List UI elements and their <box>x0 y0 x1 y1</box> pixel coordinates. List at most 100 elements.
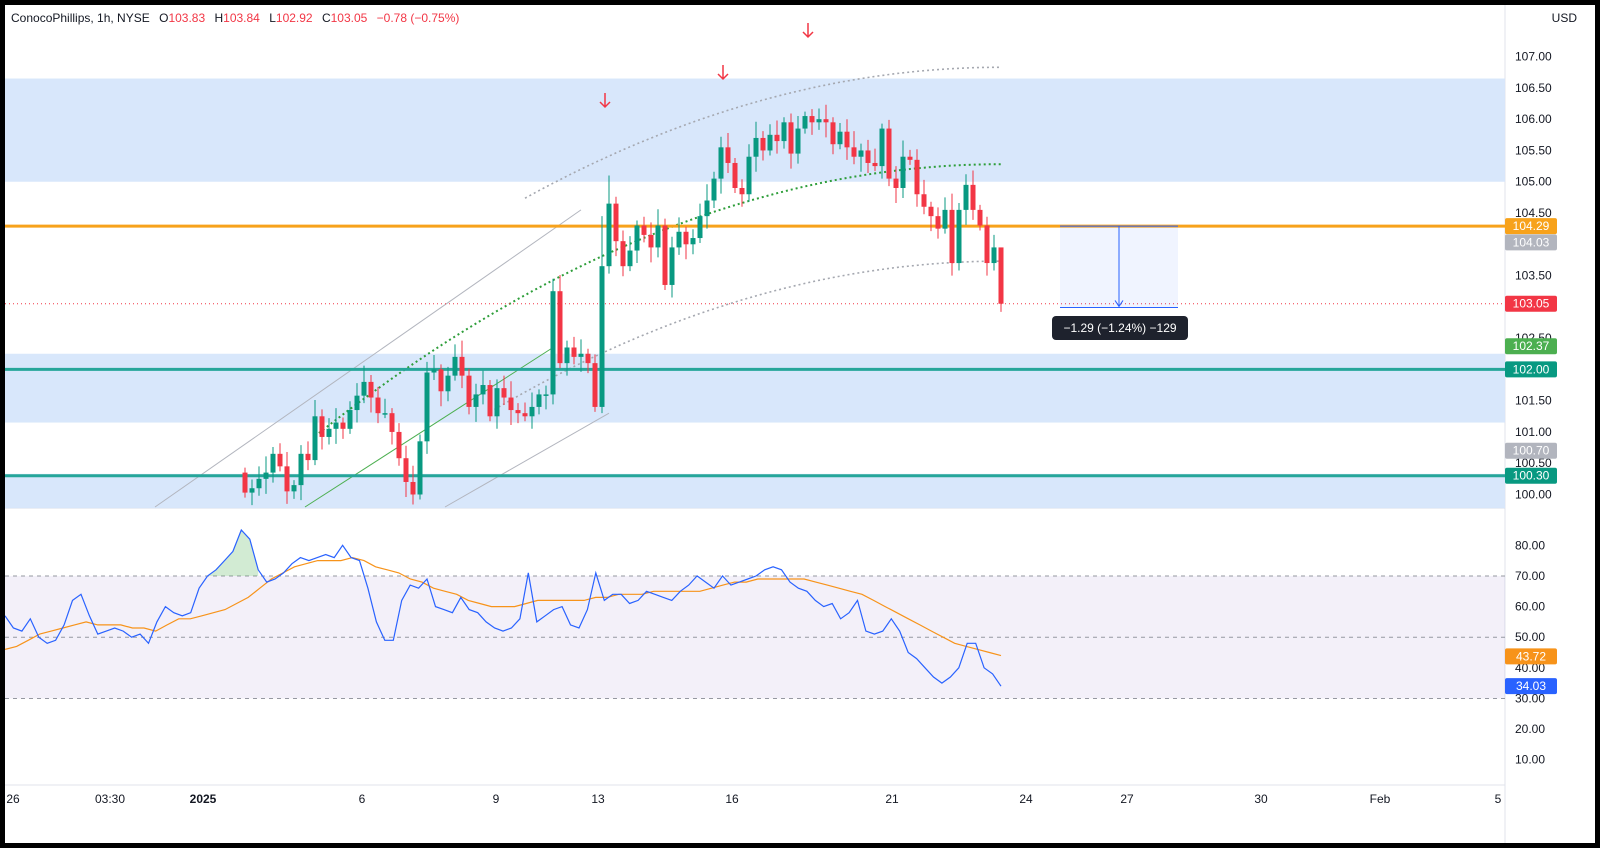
rsi-value-tag: 43.72 <box>1516 649 1546 663</box>
candle-body <box>501 388 507 398</box>
candle-body <box>851 147 857 157</box>
price-zone <box>5 353 1505 423</box>
candle-body <box>312 416 318 461</box>
candle-body <box>536 394 542 407</box>
price-tag-bg <box>1505 218 1557 235</box>
price-chart[interactable]: −1.29 (−1.24%) −129 80.00 70.00 60.00 50.00… <box>5 5 1595 843</box>
price-tick-label: 103.50 <box>1515 269 1552 283</box>
rsi-overbought-fill <box>207 530 259 576</box>
candle-body <box>550 291 556 395</box>
candle-body <box>795 128 801 154</box>
rsi-panel: 80.0070.0060.0050.0040.0030.0020.0010.00… <box>5 528 1557 767</box>
candle-body <box>473 394 479 407</box>
candle-body <box>774 134 780 142</box>
candle-body <box>319 416 325 437</box>
price-tick-label: 106.00 <box>1515 112 1552 126</box>
time-tick-label: 16 <box>725 792 739 806</box>
candle-body <box>459 356 465 376</box>
price-zone <box>5 78 1505 182</box>
time-tick-label: 30 <box>1254 792 1268 806</box>
down-arrow-icon <box>717 65 729 81</box>
currency-label[interactable]: USD <box>1551 11 1577 25</box>
candle-body <box>837 131 843 145</box>
open-value: 103.83 <box>168 11 206 25</box>
time-axis: 26 03:30 2025 6 9 13 16 21 24 27 30 Feb 5 <box>6 792 1501 806</box>
time-tick-label: 6 <box>359 792 366 806</box>
candle-body <box>970 184 976 210</box>
candle-body <box>732 162 738 188</box>
candle-body <box>942 209 948 229</box>
candle-body <box>627 250 633 267</box>
measure-arrow-head <box>1114 300 1124 308</box>
price-tag-label: 102.00 <box>1513 362 1550 376</box>
candle-body <box>480 385 486 395</box>
candle-body <box>466 375 472 407</box>
candle-body <box>739 187 745 195</box>
candle-body <box>298 453 304 486</box>
symbol-title: ConocoPhillips, 1h, NYSE <box>11 11 150 25</box>
candle-body <box>284 466 290 492</box>
rsi-value-tag-bg <box>1505 678 1557 695</box>
candle-body <box>340 422 346 429</box>
candle-body <box>578 353 584 357</box>
rsi-line <box>5 528 1002 687</box>
price-tag-label: 100.70 <box>1513 444 1550 458</box>
candle-body <box>956 209 962 264</box>
open-label: O <box>159 11 169 25</box>
candle-body <box>522 413 528 417</box>
price-tag-label: 104.29 <box>1513 219 1550 233</box>
candle-body <box>753 137 759 157</box>
candle-body <box>417 441 423 495</box>
candle-body <box>977 209 983 226</box>
candle-body <box>704 200 710 217</box>
candle-body <box>823 119 829 123</box>
time-tick-label: 21 <box>885 792 899 806</box>
candle-body <box>802 116 808 129</box>
candle-body <box>809 116 815 123</box>
candle-body <box>767 134 773 151</box>
time-tick-label: Feb <box>1370 792 1391 806</box>
candle-body <box>508 397 514 411</box>
symbol-legend: ConocoPhillips, 1h, NYSE O103.83 H103.84… <box>11 11 459 25</box>
change-value: −0.78 (−0.75%) <box>376 11 460 25</box>
candle-body <box>893 178 899 188</box>
time-tick-label: 13 <box>591 792 605 806</box>
chart-frame: −1.29 (−1.24%) −129 80.00 70.00 60.00 50.00… <box>5 5 1595 843</box>
candle-body <box>697 216 703 239</box>
candle-body <box>921 194 927 207</box>
close-value: 103.05 <box>330 11 368 25</box>
candle-body <box>928 206 934 217</box>
candle-body <box>515 410 521 414</box>
candle-body <box>816 119 822 123</box>
candle-body <box>984 225 990 264</box>
candle-body <box>907 156 913 160</box>
candle-body <box>886 128 892 179</box>
candle-body <box>333 422 339 429</box>
candle-body <box>277 453 283 467</box>
candle-body <box>788 122 794 154</box>
candle-body <box>725 147 731 163</box>
time-tick-label: 24 <box>1019 792 1033 806</box>
time-tick-label: 2025 <box>190 792 217 806</box>
price-tick-label: 100.00 <box>1515 487 1552 501</box>
price-tag-label: 100.30 <box>1513 469 1550 483</box>
price-tick-label: 106.50 <box>1515 81 1552 95</box>
candle-body <box>263 472 269 479</box>
candle-body <box>606 203 612 267</box>
rsi-tick-label: 60.00 <box>1515 600 1545 614</box>
candle-body <box>781 122 787 142</box>
candle-body <box>648 234 654 248</box>
down-arrow-icon <box>599 93 611 109</box>
price-tag-bg <box>1505 361 1557 378</box>
measure-tooltip-bg <box>1052 316 1188 340</box>
rsi-value-tag: 34.03 <box>1516 679 1546 693</box>
candle-body <box>487 385 493 417</box>
candle-body <box>872 162 878 167</box>
price-zone <box>5 473 1505 509</box>
measure-tool: −1.29 (−1.24%) −129 <box>1052 225 1188 340</box>
candle-body <box>445 375 451 392</box>
candle-body <box>746 156 752 195</box>
candle-body <box>634 225 640 251</box>
rsi-tick-label: 70.00 <box>1515 569 1545 583</box>
candle-body <box>914 159 920 195</box>
